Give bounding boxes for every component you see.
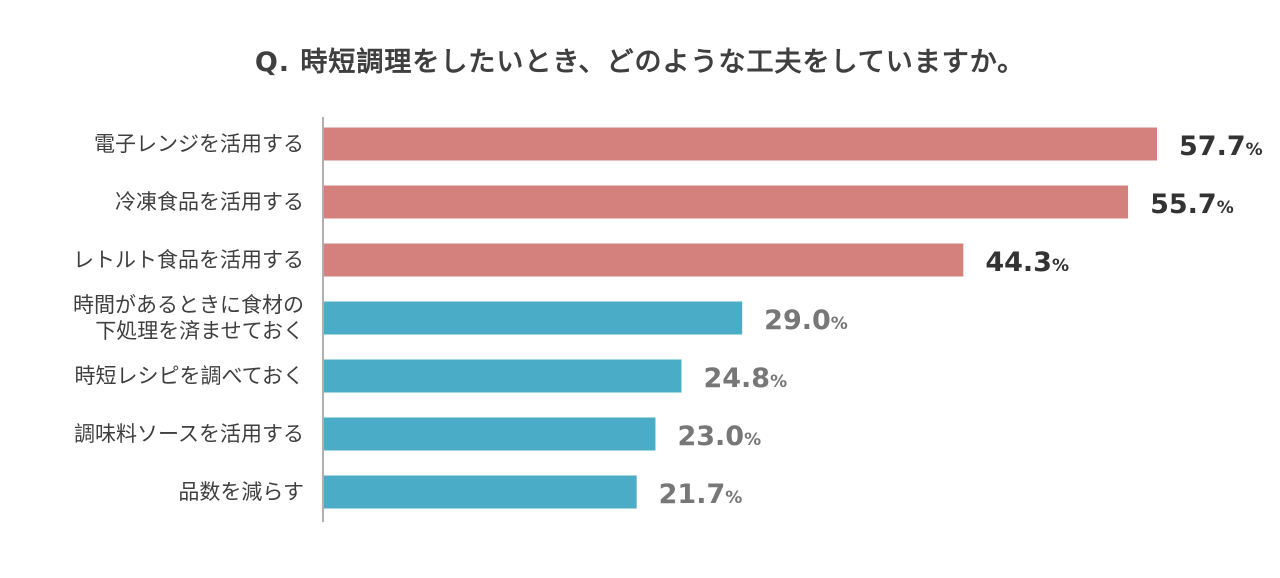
bar-6 <box>323 417 656 451</box>
bar-2 <box>323 185 1129 219</box>
category-label-5: 時短レシピを調べておく <box>74 364 304 388</box>
value-labels: 57.7% 55.7% 44.3% 29.0% 24.8% 23.0% 21.7% <box>659 131 1263 510</box>
bar-5 <box>323 359 682 393</box>
value-label-1: 57.7% <box>1179 131 1263 162</box>
category-label-3: レトルト食品を活用する <box>73 248 304 272</box>
bars-layer <box>323 127 1157 509</box>
category-label-4: 時間があるときに食材の下処理を済ませておく <box>73 293 304 343</box>
value-label-3: 44.3% <box>985 247 1069 278</box>
value-label-2: 55.7% <box>1150 189 1234 220</box>
category-label-7: 品数を減らす <box>178 480 304 504</box>
category-label-2: 冷凍食品を活用する <box>115 190 304 214</box>
bar-4 <box>323 301 743 335</box>
value-label-6: 23.0% <box>677 421 761 452</box>
value-label-4: 29.0% <box>764 305 848 336</box>
chart-title: Q. 時短調理をしたいとき、どのような工夫をしていますか。 <box>254 47 1026 78</box>
value-label-5: 24.8% <box>703 363 787 394</box>
value-label-7: 21.7% <box>659 479 743 510</box>
bar-1 <box>323 127 1157 161</box>
bar-7 <box>323 475 637 509</box>
category-labels: 電子レンジを活用する冷凍食品を活用するレトルト食品を活用する時間があるときに食材… <box>73 132 304 504</box>
category-label-6: 調味料ソースを活用する <box>74 422 304 446</box>
category-label-1: 電子レンジを活用する <box>94 132 304 156</box>
bar-3 <box>323 243 964 277</box>
